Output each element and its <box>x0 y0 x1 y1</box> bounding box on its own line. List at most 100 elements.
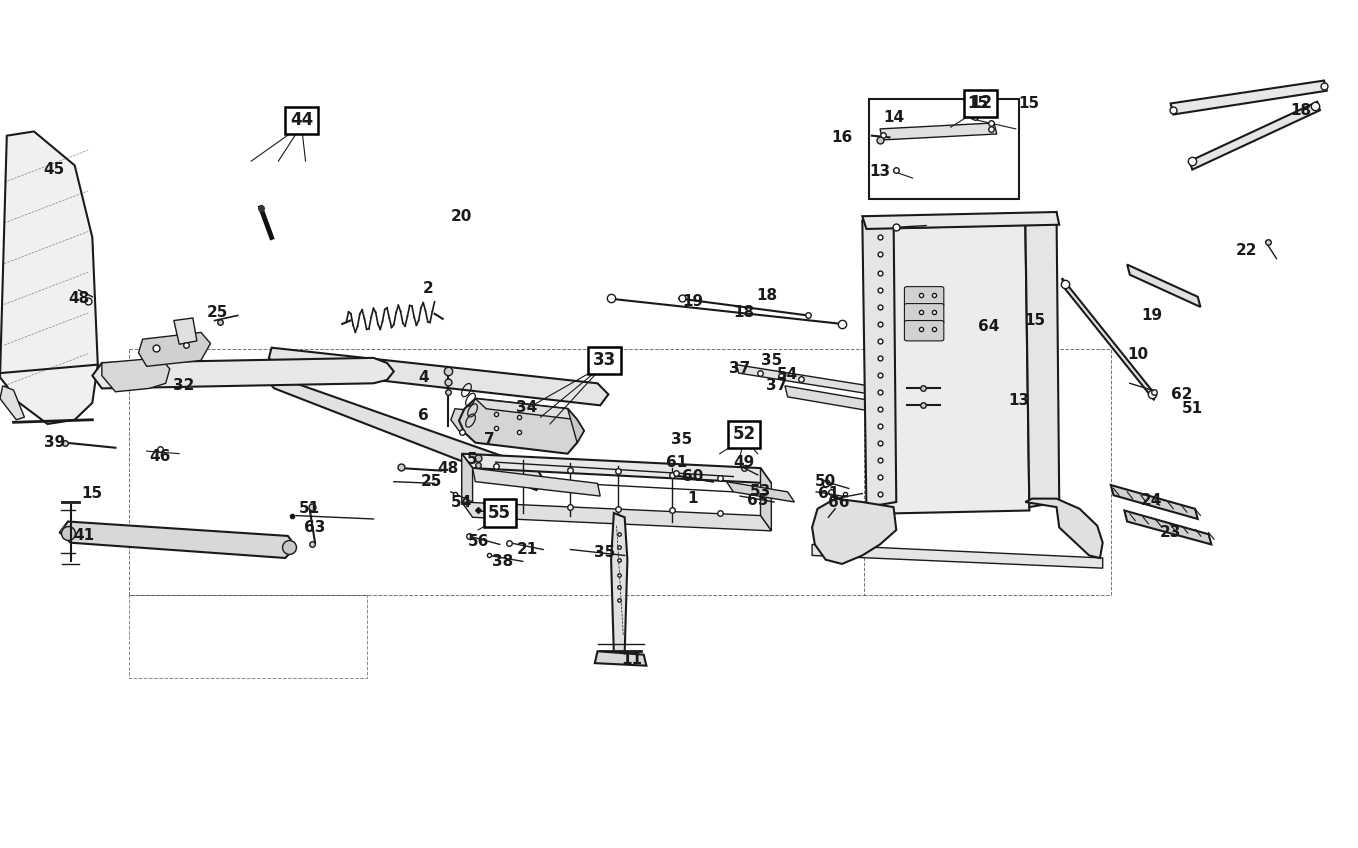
Polygon shape <box>760 468 771 531</box>
Text: 10: 10 <box>1127 347 1149 362</box>
Text: 61: 61 <box>818 486 839 501</box>
Polygon shape <box>812 499 896 564</box>
Text: 62: 62 <box>1171 387 1192 402</box>
Polygon shape <box>880 123 997 140</box>
Polygon shape <box>174 318 197 344</box>
Text: 54: 54 <box>451 494 473 510</box>
Text: 55: 55 <box>489 504 511 522</box>
Text: 19: 19 <box>1141 308 1162 323</box>
Text: 21: 21 <box>516 542 538 557</box>
Text: 37: 37 <box>729 361 751 377</box>
Text: 14: 14 <box>883 109 904 125</box>
Text: 15: 15 <box>1018 96 1040 111</box>
FancyBboxPatch shape <box>904 287 944 307</box>
Text: 32: 32 <box>172 378 194 393</box>
Polygon shape <box>475 399 577 420</box>
Text: 53: 53 <box>750 484 771 499</box>
Polygon shape <box>269 348 608 405</box>
Polygon shape <box>727 482 794 502</box>
Text: 60: 60 <box>682 469 703 484</box>
Text: 56: 56 <box>467 533 489 549</box>
Text: 6: 6 <box>418 408 429 423</box>
Polygon shape <box>462 454 771 483</box>
Polygon shape <box>1025 499 1103 558</box>
Text: 15: 15 <box>1024 313 1046 328</box>
Text: 5: 5 <box>467 452 478 467</box>
Polygon shape <box>266 375 543 490</box>
Text: 64: 64 <box>978 319 999 334</box>
Text: 66: 66 <box>828 494 850 510</box>
Text: 63: 63 <box>304 520 326 535</box>
Text: 20: 20 <box>451 209 473 224</box>
Bar <box>869 99 1018 199</box>
Text: 15: 15 <box>967 96 989 111</box>
Polygon shape <box>1062 278 1154 400</box>
Text: 25: 25 <box>206 304 228 320</box>
Polygon shape <box>1190 102 1320 170</box>
Polygon shape <box>1127 265 1200 307</box>
Text: 19: 19 <box>682 293 703 309</box>
Text: 54: 54 <box>777 367 799 382</box>
Text: 13: 13 <box>869 164 891 179</box>
Polygon shape <box>92 358 394 388</box>
Text: 1: 1 <box>687 491 698 506</box>
FancyBboxPatch shape <box>904 304 944 324</box>
Polygon shape <box>736 365 872 394</box>
Text: 13: 13 <box>1008 393 1029 408</box>
Text: 11: 11 <box>621 652 642 667</box>
Polygon shape <box>1111 485 1198 519</box>
Polygon shape <box>862 216 896 507</box>
Text: 48: 48 <box>68 291 90 306</box>
Text: 38: 38 <box>492 554 513 569</box>
Text: 45: 45 <box>43 162 65 177</box>
Text: 39: 39 <box>43 435 65 450</box>
Polygon shape <box>139 332 210 366</box>
Text: 35: 35 <box>760 353 782 368</box>
Text: 34: 34 <box>516 399 538 415</box>
Polygon shape <box>1025 212 1059 507</box>
Text: 33: 33 <box>592 351 617 370</box>
Polygon shape <box>451 409 577 441</box>
Text: 49: 49 <box>733 455 755 470</box>
Text: 46: 46 <box>149 449 171 464</box>
Text: 22: 22 <box>1236 243 1258 258</box>
Text: 48: 48 <box>437 460 459 476</box>
Polygon shape <box>568 409 584 443</box>
Text: 50: 50 <box>815 474 837 489</box>
Polygon shape <box>0 386 24 420</box>
Polygon shape <box>473 468 600 496</box>
Polygon shape <box>462 454 473 516</box>
Text: 65: 65 <box>747 493 769 508</box>
Polygon shape <box>462 502 771 531</box>
Polygon shape <box>0 131 98 424</box>
Polygon shape <box>60 522 296 558</box>
Text: 15: 15 <box>81 486 103 501</box>
Polygon shape <box>1124 510 1211 544</box>
Text: 23: 23 <box>1160 525 1181 540</box>
Text: 16: 16 <box>831 130 853 145</box>
Polygon shape <box>812 544 1103 568</box>
Text: 37: 37 <box>766 378 788 393</box>
Polygon shape <box>1171 81 1327 114</box>
Polygon shape <box>866 225 1029 514</box>
Polygon shape <box>102 358 170 392</box>
Polygon shape <box>785 386 872 411</box>
Text: 51: 51 <box>299 501 320 516</box>
Text: 35: 35 <box>671 432 693 447</box>
FancyBboxPatch shape <box>904 321 944 341</box>
Text: 41: 41 <box>73 528 95 544</box>
Text: 18: 18 <box>733 304 755 320</box>
Text: 18: 18 <box>1290 103 1312 118</box>
Text: 2: 2 <box>422 281 433 296</box>
Text: 24: 24 <box>1141 493 1162 508</box>
Text: 51: 51 <box>1181 401 1203 416</box>
Text: 7: 7 <box>483 432 494 447</box>
Polygon shape <box>595 651 646 666</box>
Polygon shape <box>611 513 627 653</box>
Text: 35: 35 <box>593 545 615 561</box>
Text: 61: 61 <box>665 455 687 470</box>
Polygon shape <box>459 399 584 454</box>
Text: 12: 12 <box>968 94 993 113</box>
Text: 52: 52 <box>732 425 756 444</box>
Text: 25: 25 <box>421 474 443 489</box>
